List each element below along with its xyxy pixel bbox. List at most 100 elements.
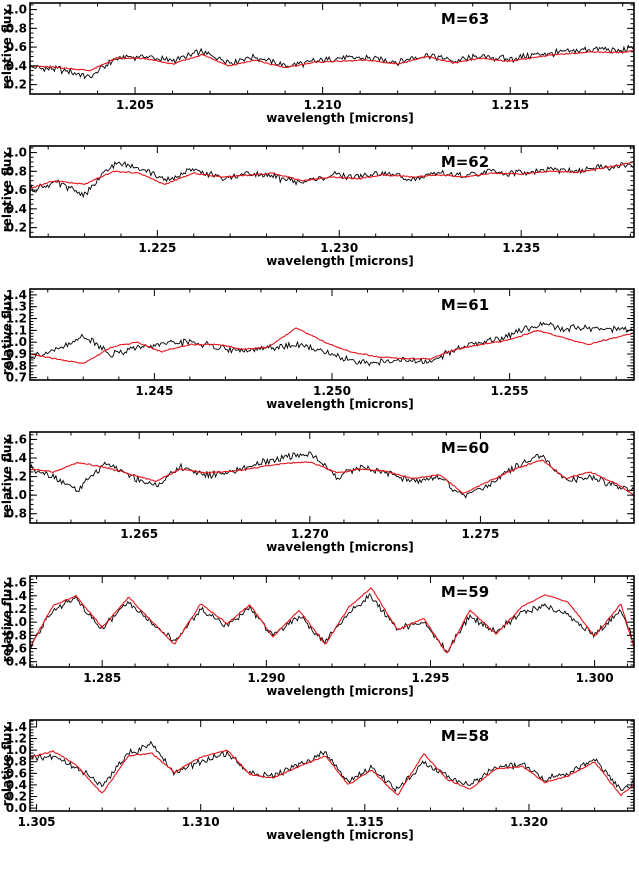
y-tick-label: 0.8: [6, 507, 27, 521]
y-tick-label: 1.0: [6, 743, 27, 757]
x-tick-label: 1.315: [346, 815, 384, 829]
x-tick-label: 1.285: [83, 671, 121, 685]
x-axis-label: wavelength [microns]: [266, 684, 414, 698]
x-tick-label: 1.235: [502, 241, 540, 255]
panel-m58: 1.305 1.310 1.315 1.3200.00.20.40.60.81.01.…: [0, 719, 635, 842]
y-tick-label: 1.3: [6, 300, 27, 314]
y-tick-label: 1.0: [6, 3, 27, 17]
panel-m60: 1.265 1.270 1.275 0.8 1.0 1.2 1.4 1.6 M=60 wavele…: [0, 431, 635, 554]
y-tick-label: 0.6: [6, 766, 27, 780]
y-tick-label: 0.8: [6, 628, 27, 642]
y-tick-label: 0.2: [6, 78, 27, 92]
observed-spectrum-line: [30, 321, 634, 367]
x-tick-label: 1.250: [313, 384, 351, 398]
model-spectrum-line: [30, 749, 634, 797]
y-tick-label: 1.4: [6, 589, 27, 603]
panel-label: M=62: [441, 153, 489, 171]
y-tick-label: 0.9: [6, 347, 27, 361]
y-tick-label: 0.0: [6, 801, 27, 815]
plot-frame: [29, 431, 635, 524]
y-tick-label: 1.0: [6, 146, 27, 160]
observed-spectrum-line: [30, 592, 634, 653]
model-spectrum-line: [30, 587, 634, 654]
panel-m62: 1.225 1.230 1.235 0.2 0.4 0.6 0.8 1.0 M=62 wavele…: [0, 145, 635, 268]
x-axis-label: wavelength [microns]: [266, 540, 414, 554]
x-tick-label: 1.275: [461, 527, 499, 541]
y-tick-label: 0.8: [6, 359, 27, 373]
x-tick-label: 1.245: [135, 384, 173, 398]
x-tick-label: 1.295: [411, 671, 449, 685]
y-tick-label: 0.4: [6, 59, 27, 73]
y-tick-label: 1.0: [6, 335, 27, 349]
x-tick-label: 1.310: [182, 815, 220, 829]
x-tick-label: 1.225: [138, 241, 176, 255]
plot-frame: [29, 145, 635, 238]
x-tick-label: 1.230: [320, 241, 358, 255]
x-tick-label: 1.300: [576, 671, 614, 685]
panel-label: M=58: [441, 727, 489, 745]
x-tick-label: 1.210: [304, 98, 342, 112]
y-axis-label: relative flux: [0, 8, 14, 90]
panel-label: M=60: [441, 439, 489, 457]
y-tick-label: 1.2: [6, 312, 27, 326]
y-tick-label: 0.6: [6, 642, 27, 656]
x-axis-label: wavelength [microns]: [266, 111, 414, 125]
x-tick-label: 1.270: [291, 527, 329, 541]
y-axis-label: relative flux: [0, 581, 14, 663]
x-tick-label: 1.305: [18, 815, 56, 829]
x-axis-label: wavelength [microns]: [266, 828, 414, 842]
x-tick-label: 1.320: [510, 815, 548, 829]
x-axis-label: wavelength [microns]: [266, 254, 414, 268]
y-tick-label: 0.8: [6, 164, 27, 178]
x-tick-label: 1.215: [491, 98, 529, 112]
y-tick-label: 0.2: [6, 790, 27, 804]
y-tick-label: 1.2: [6, 732, 27, 746]
plot-frame: [29, 719, 635, 812]
panel-m61: 1.245 1.250 1.255 0.70.80.91.01.11.21.31.4 M…: [0, 288, 635, 411]
panel-m63: 1.205 1.210 1.215 0.2 0.4 0.6 0.8 1.0 M=63 wavele…: [0, 2, 635, 125]
plot-frame: [29, 2, 635, 95]
y-tick-label: 0.4: [6, 778, 27, 792]
model-spectrum-line: [30, 161, 634, 189]
model-spectrum-line: [30, 327, 634, 365]
observed-spectrum-line: [30, 161, 634, 199]
y-tick-label: 0.4: [6, 655, 27, 669]
model-spectrum-line: [30, 49, 634, 72]
y-tick-label: 1.4: [6, 451, 27, 465]
x-tick-label: 1.255: [491, 384, 529, 398]
y-tick-label: 0.6: [6, 183, 27, 197]
y-axis-label: relative flux: [0, 725, 14, 807]
y-tick-label: 0.8: [6, 755, 27, 769]
observed-spectrum-line: [30, 451, 634, 499]
y-tick-label: 0.2: [6, 221, 27, 235]
panel-label: M=63: [441, 10, 489, 28]
y-tick-label: 1.0: [6, 488, 27, 502]
y-axis-label: relative flux: [0, 294, 14, 376]
panel-m59: 1.285 1.290 1.295 1.300 0.40.60.81.01.21.41.…: [0, 575, 635, 698]
y-tick-label: 0.6: [6, 40, 27, 54]
model-spectrum-line: [30, 459, 634, 496]
panel-label: M=61: [441, 296, 489, 314]
y-tick-label: 1.0: [6, 615, 27, 629]
x-axis-label: wavelength [microns]: [266, 397, 414, 411]
observed-spectrum-line: [30, 740, 634, 793]
y-tick-label: 1.4: [6, 288, 27, 302]
y-tick-label: 1.4: [6, 720, 27, 734]
x-tick-label: 1.290: [247, 671, 285, 685]
plot-frame: [29, 288, 635, 381]
y-tick-label: 0.7: [6, 371, 27, 385]
y-tick-label: 1.1: [6, 323, 27, 337]
y-tick-label: 1.2: [6, 470, 27, 484]
x-tick-label: 1.205: [116, 98, 154, 112]
plot-frame: [29, 575, 635, 668]
y-tick-label: 1.6: [6, 576, 27, 590]
y-tick-label: 1.2: [6, 602, 27, 616]
y-axis-label: relative flux: [0, 437, 14, 519]
x-tick-label: 1.265: [120, 527, 158, 541]
y-tick-label: 0.8: [6, 21, 27, 35]
y-axis-label: relative flux: [0, 151, 14, 233]
y-tick-label: 1.6: [6, 432, 27, 446]
panel-label: M=59: [441, 583, 489, 601]
